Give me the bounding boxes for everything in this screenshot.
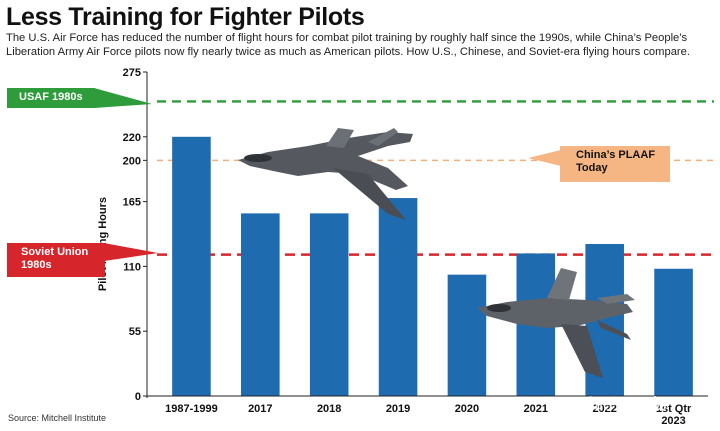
usaf-1980s-callout: USAF 1980s [7, 88, 95, 108]
y-tick-label-5: 200 [123, 155, 141, 167]
x-category-label-1: 1987-1999 [165, 403, 218, 415]
bar-8 [654, 268, 693, 396]
y-tick-label-4: 165 [123, 197, 141, 209]
bar-1 [172, 136, 211, 397]
y-tick-label-6: 220 [123, 132, 141, 144]
x-category-label-4: 2019 [386, 403, 410, 415]
plaaf-callout-pointer [528, 150, 561, 166]
bar-3 [309, 213, 349, 396]
x-category-label-8-line2: 2023 [661, 415, 685, 427]
y-tick-label-1: 0 [135, 391, 141, 403]
x-category-label-7: 2022 [592, 403, 616, 415]
y-tick-label-3: 110 [123, 261, 141, 273]
usaf-callout-pointer [94, 88, 152, 108]
chart-subtitle: The U.S. Air Force has reduced the numbe… [6, 32, 690, 58]
plaaf-label-line1: China’s PLAAF [576, 149, 656, 161]
watermark: 知乎 @飞扬 [588, 396, 667, 413]
bar-4 [378, 198, 418, 396]
soviet-callout-pointer [104, 243, 158, 261]
plaaf-label-line2: Today [576, 162, 608, 174]
plaaf-today-callout: China’s PLAAF Today [560, 146, 670, 182]
soviet-label-line2: 1980s [21, 259, 52, 271]
x-category-label-3: 2018 [317, 403, 341, 415]
bar-5 [447, 274, 487, 396]
y-tick-label-7: 275 [123, 67, 141, 79]
source-note: Source: Mitchell Institute [8, 413, 107, 423]
x-category-label-2: 2017 [248, 403, 272, 415]
soviet-label-line1: Soviet Union [21, 246, 89, 258]
chart-title: Less Training for Fighter Pilots [6, 3, 365, 31]
j20-jet-illustration [238, 128, 413, 220]
y-tick-label-2: 55 [129, 326, 141, 338]
x-category-label-6: 2021 [524, 403, 548, 415]
soviet-union-1980s-callout: Soviet Union 1980s [7, 243, 105, 277]
f35-jet-illustration [477, 268, 635, 378]
x-category-label-5: 2020 [455, 403, 479, 415]
x-category-label-8-line1: 1st Qtr [656, 403, 692, 415]
usaf-1980s-label: USAF 1980s [19, 91, 83, 103]
bar-2 [241, 213, 280, 396]
